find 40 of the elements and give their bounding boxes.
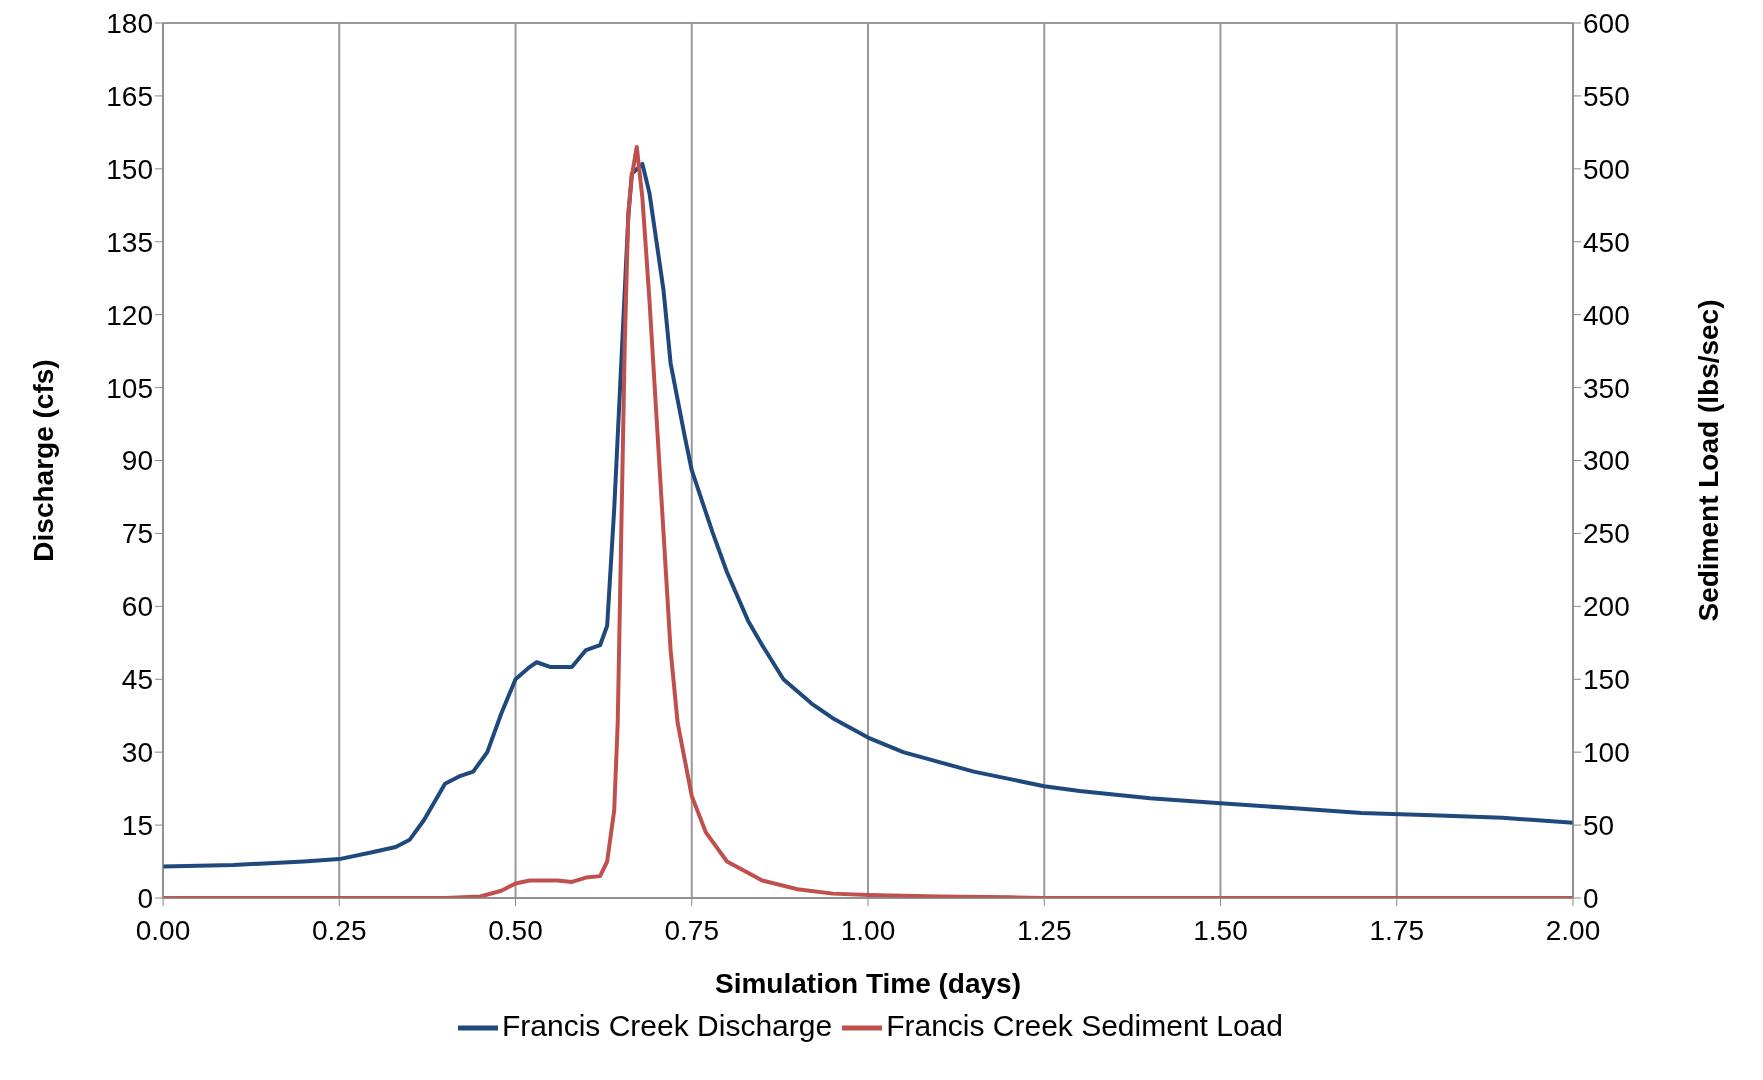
y2-tick-label: 350 — [1583, 372, 1630, 404]
y-tick-label: 90 — [121, 445, 153, 477]
y2-tick-label: 400 — [1583, 299, 1630, 331]
legend-label: Francis Creek Sediment Load — [886, 1008, 1283, 1042]
y2-tick-label: 200 — [1583, 591, 1630, 623]
x-tick-label: 1.25 — [1017, 914, 1072, 946]
y-tick-label: 180 — [106, 7, 153, 39]
y-tick-label: 120 — [106, 299, 153, 331]
y-tick-label: 105 — [106, 372, 153, 404]
x-tick-label: 0.50 — [488, 914, 543, 946]
y2-tick-label: 500 — [1583, 153, 1630, 185]
x-tick-label: 0.25 — [312, 914, 367, 946]
y-tick-label: 75 — [121, 518, 153, 550]
y2-tick-label: 150 — [1583, 664, 1630, 696]
y-tick-label: 45 — [121, 664, 153, 696]
x-tick-label: 0.00 — [135, 914, 191, 946]
legend-label: Francis Creek Discharge — [502, 1008, 833, 1042]
x-tick-label: 0.75 — [664, 914, 719, 946]
y-tick-label: 30 — [121, 737, 153, 769]
y2-tick-label: 100 — [1583, 737, 1630, 769]
y2-tick-label: 300 — [1583, 445, 1630, 477]
x-tick-label: 2.00 — [1545, 914, 1601, 946]
y-tick-label: 0 — [137, 882, 153, 914]
y2-tick-label: 450 — [1583, 226, 1630, 258]
y2-tick-label: 50 — [1583, 810, 1615, 842]
x-tick-label: 1.75 — [1369, 914, 1424, 946]
y-tick-label: 135 — [106, 226, 153, 258]
y-tick-label: 60 — [121, 591, 153, 623]
y-tick-label: 150 — [106, 153, 153, 185]
x-tick-label: 1.50 — [1193, 914, 1248, 946]
x-axis-title: Simulation Time (days) — [715, 968, 1021, 999]
y2-tick-label: 600 — [1583, 7, 1630, 39]
y2-tick-label: 250 — [1583, 518, 1630, 550]
y2-tick-label: 0 — [1583, 882, 1599, 914]
y2-tick-label: 550 — [1583, 80, 1630, 112]
y-tick-label: 165 — [106, 80, 153, 112]
x-tick-label: 1.00 — [840, 914, 896, 946]
y2-axis-title: Sediment Load (lbs/sec) — [1692, 299, 1724, 622]
y-axis-title: Discharge (cfs) — [27, 359, 59, 562]
y-tick-label: 15 — [121, 810, 153, 842]
